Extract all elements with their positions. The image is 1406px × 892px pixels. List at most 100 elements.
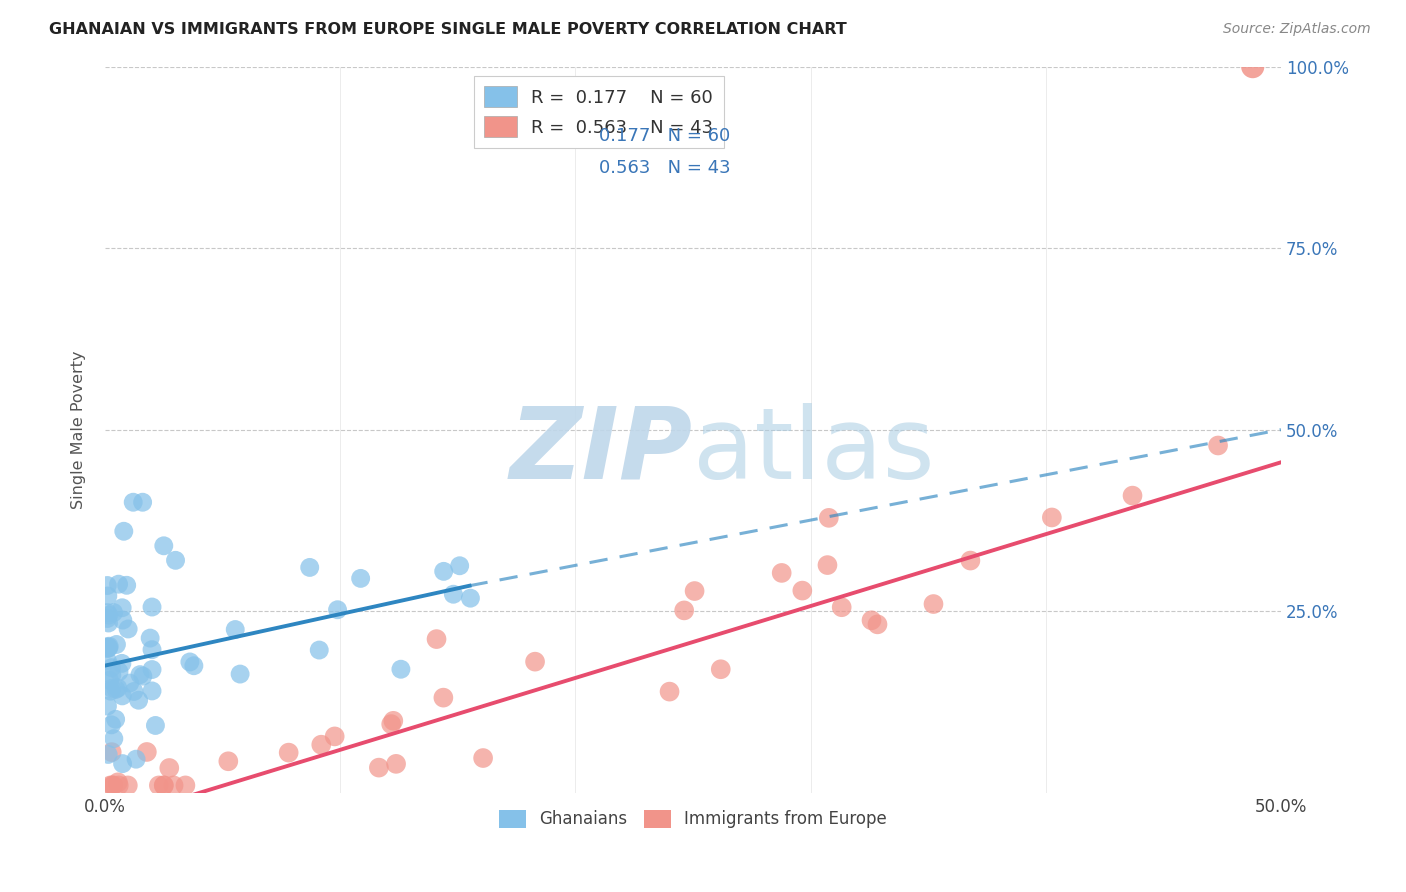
Point bbox=[433, 565, 456, 579]
Point bbox=[350, 571, 373, 585]
Point bbox=[425, 632, 447, 646]
Point bbox=[103, 778, 125, 792]
Point bbox=[96, 578, 118, 592]
Point bbox=[229, 667, 252, 681]
Point bbox=[96, 611, 118, 625]
Point bbox=[101, 778, 124, 792]
Point bbox=[111, 657, 134, 671]
Point bbox=[141, 663, 163, 677]
Point bbox=[122, 684, 145, 698]
Point bbox=[118, 676, 141, 690]
Text: GHANAIAN VS IMMIGRANTS FROM EUROPE SINGLE MALE POVERTY CORRELATION CHART: GHANAIAN VS IMMIGRANTS FROM EUROPE SINGL… bbox=[49, 22, 846, 37]
Point bbox=[96, 641, 118, 656]
Y-axis label: Single Male Poverty: Single Male Poverty bbox=[72, 351, 86, 508]
Point bbox=[1206, 438, 1229, 452]
Point bbox=[97, 640, 120, 655]
Point bbox=[309, 738, 332, 752]
Point bbox=[101, 668, 124, 682]
Point bbox=[96, 699, 118, 714]
Text: atlas: atlas bbox=[693, 403, 935, 500]
Point bbox=[922, 597, 945, 611]
Point bbox=[460, 591, 482, 606]
Point bbox=[111, 689, 134, 703]
Point bbox=[831, 600, 853, 615]
Point bbox=[658, 684, 681, 698]
Point bbox=[117, 622, 139, 636]
Point bbox=[959, 553, 981, 567]
Point bbox=[817, 558, 839, 573]
Point bbox=[132, 669, 155, 683]
Point bbox=[817, 511, 839, 525]
Point bbox=[183, 658, 205, 673]
Point bbox=[152, 539, 174, 553]
Point bbox=[98, 639, 121, 653]
Point bbox=[122, 495, 145, 509]
Point bbox=[97, 747, 120, 762]
Legend: Ghanaians, Immigrants from Europe: Ghanaians, Immigrants from Europe bbox=[492, 803, 893, 835]
Point bbox=[449, 558, 471, 573]
Point bbox=[96, 654, 118, 668]
Point bbox=[111, 600, 134, 615]
Point bbox=[107, 681, 129, 695]
Point bbox=[389, 662, 412, 676]
Point bbox=[141, 600, 163, 615]
Point bbox=[135, 745, 157, 759]
Point bbox=[1241, 60, 1264, 74]
Point bbox=[100, 745, 122, 759]
Point bbox=[298, 560, 321, 574]
Point bbox=[100, 718, 122, 732]
Point bbox=[1040, 510, 1063, 524]
Point bbox=[128, 693, 150, 707]
Point bbox=[770, 566, 793, 580]
Point bbox=[472, 751, 495, 765]
Point bbox=[174, 778, 197, 792]
Point bbox=[97, 589, 120, 603]
Point bbox=[97, 615, 120, 630]
Point bbox=[224, 623, 246, 637]
Point bbox=[152, 778, 174, 792]
Point bbox=[1121, 489, 1143, 503]
Point bbox=[145, 718, 167, 732]
Point bbox=[131, 495, 153, 509]
Point bbox=[96, 606, 118, 620]
Point bbox=[107, 775, 129, 789]
Point bbox=[432, 690, 454, 705]
Point bbox=[152, 778, 174, 792]
Point bbox=[125, 752, 148, 766]
Point bbox=[524, 655, 547, 669]
Point bbox=[104, 682, 127, 697]
Point bbox=[129, 667, 152, 681]
Point bbox=[105, 638, 128, 652]
Point bbox=[367, 761, 389, 775]
Point bbox=[111, 613, 134, 627]
Point bbox=[308, 643, 330, 657]
Point bbox=[100, 684, 122, 698]
Point bbox=[96, 640, 118, 654]
Point bbox=[103, 606, 125, 620]
Point bbox=[100, 778, 122, 792]
Point bbox=[115, 578, 138, 592]
Point bbox=[141, 684, 163, 698]
Point bbox=[107, 778, 129, 792]
Point bbox=[98, 673, 121, 688]
Point bbox=[217, 754, 239, 768]
Point bbox=[139, 631, 162, 645]
Point bbox=[108, 665, 131, 679]
Point bbox=[380, 717, 402, 731]
Point bbox=[103, 731, 125, 746]
Point bbox=[326, 603, 349, 617]
Point bbox=[860, 613, 883, 627]
Point bbox=[866, 617, 889, 632]
Point bbox=[683, 584, 706, 599]
Point bbox=[162, 778, 184, 792]
Point bbox=[673, 603, 696, 617]
Point bbox=[111, 756, 134, 771]
Point bbox=[441, 587, 464, 601]
Text: 0.177   N = 60: 0.177 N = 60 bbox=[599, 128, 731, 145]
Point bbox=[141, 642, 163, 657]
Point bbox=[179, 655, 201, 669]
Point bbox=[117, 778, 139, 792]
Point bbox=[97, 608, 120, 623]
Point bbox=[385, 756, 408, 771]
Point bbox=[112, 524, 135, 539]
